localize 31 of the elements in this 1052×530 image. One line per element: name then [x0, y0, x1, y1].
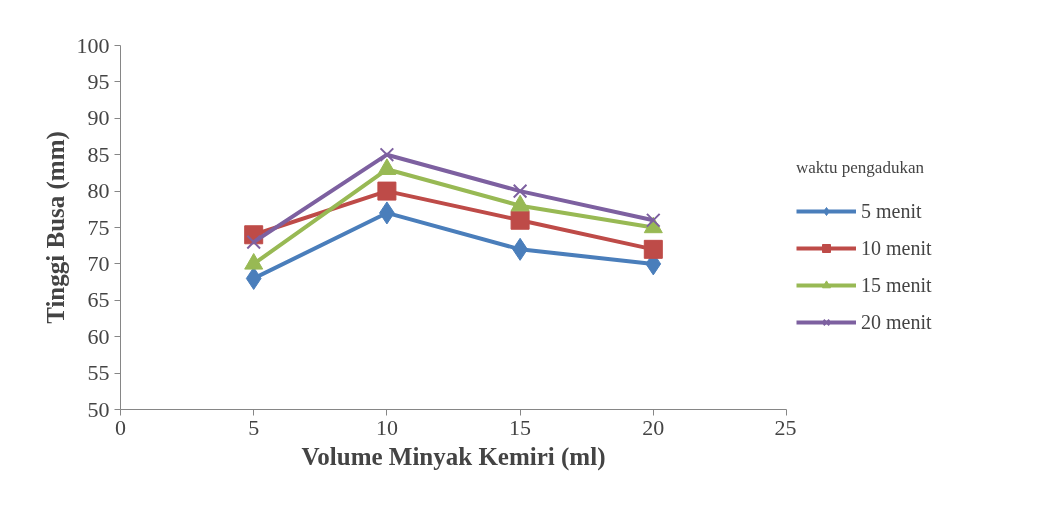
- legend-label: 10 menit: [861, 236, 932, 260]
- legend-label: 5 menit: [861, 199, 922, 223]
- x-tick-label: 25: [774, 414, 797, 440]
- legend-label: 20 menit: [861, 310, 932, 334]
- point: [512, 183, 528, 199]
- x-tick-label: 10: [375, 414, 398, 440]
- point: [645, 212, 661, 228]
- x-tick-label: 0: [115, 414, 126, 440]
- legend-label: 15 menit: [861, 273, 932, 297]
- y-tick-label: 50: [87, 396, 110, 422]
- y-tick-label: 60: [87, 323, 110, 349]
- y-tick-label: 95: [87, 68, 110, 94]
- x-axis-title: Volume Minyak Kemiri (ml): [301, 442, 606, 471]
- point: [379, 147, 395, 163]
- x-tick-label: 20: [642, 414, 665, 440]
- y-tick-label: 80: [87, 178, 110, 204]
- point: [246, 234, 262, 250]
- x-tick-label: 15: [509, 414, 532, 440]
- y-tick-label: 65: [87, 287, 110, 313]
- point: [643, 239, 663, 259]
- y-tick-label: 70: [87, 250, 110, 276]
- point: [510, 210, 530, 230]
- y-tick-label: 100: [76, 32, 110, 58]
- point: [377, 181, 397, 201]
- legend-title: waktu pengadukan: [796, 157, 925, 178]
- y-axis-title: Tinggi Busa (mm): [41, 131, 70, 324]
- y-tick-label: 55: [87, 360, 110, 386]
- y-tick-label: 85: [87, 141, 110, 167]
- y-tick-label: 90: [87, 105, 110, 131]
- y-tick-label: 75: [87, 214, 110, 240]
- x-tick-label: 5: [248, 414, 260, 440]
